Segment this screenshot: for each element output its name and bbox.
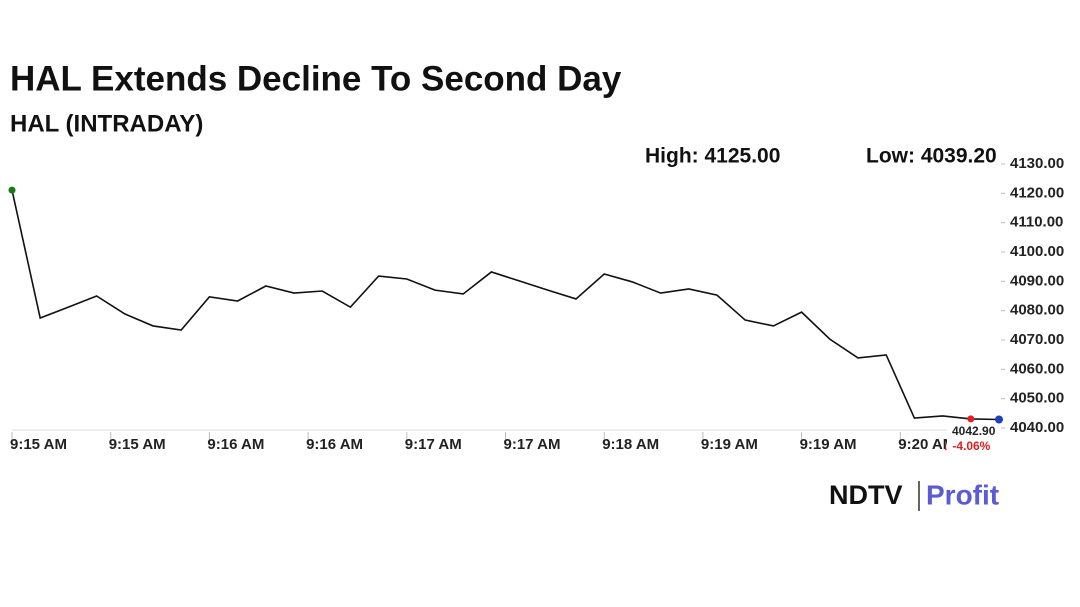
y-tick-label: 4100.00 [1010,243,1064,260]
x-tick-label: 9:17 AM [405,436,462,453]
x-tick-label: 9:16 AM [207,436,264,453]
x-tick-label: 9:19 AM [800,436,857,453]
y-tick-label: 4060.00 [1010,360,1064,377]
chart-title: HAL Extends Decline To Second Day [10,59,622,98]
x-tick-label: 9:16 AM [306,436,363,453]
change-label: ↓ -4.06% [943,439,991,453]
y-tick-label: 4120.00 [1010,184,1064,201]
end-dot [995,415,1003,424]
y-tick-label: 4050.00 [1010,390,1064,407]
high-label: High: 4125.00 [645,145,780,168]
chart-subtitle: HAL (INTRADAY) [10,110,203,137]
last-label-box [947,424,1001,454]
x-tick-label: 9:17 AM [504,436,561,453]
x-tick-label: 9:19 AM [701,436,758,453]
brand-ndtv: NDTV [829,480,903,510]
y-tick-label: 4090.00 [1010,272,1064,289]
low-label: Low: 4039.20 [866,145,997,168]
x-tick-label: 9:15 AM [10,436,67,453]
x-tick-label: 9:15 AM [109,436,166,453]
y-tick-label: 4080.00 [1010,302,1064,319]
start-dot [8,186,16,194]
y-tick-label: 4040.00 [1010,419,1064,436]
x-tick-label: 9:20 AM [898,436,955,453]
last-value-label: 4042.90 [952,424,996,438]
brand-profit: Profit [926,479,999,510]
price-line [11,189,1000,421]
y-tick-label: 4130.00 [1010,155,1064,172]
last-dot [967,415,975,423]
x-tick-label: 9:18 AM [602,436,659,453]
y-tick-label: 4070.00 [1010,331,1064,348]
y-tick-label: 4110.00 [1010,214,1063,231]
